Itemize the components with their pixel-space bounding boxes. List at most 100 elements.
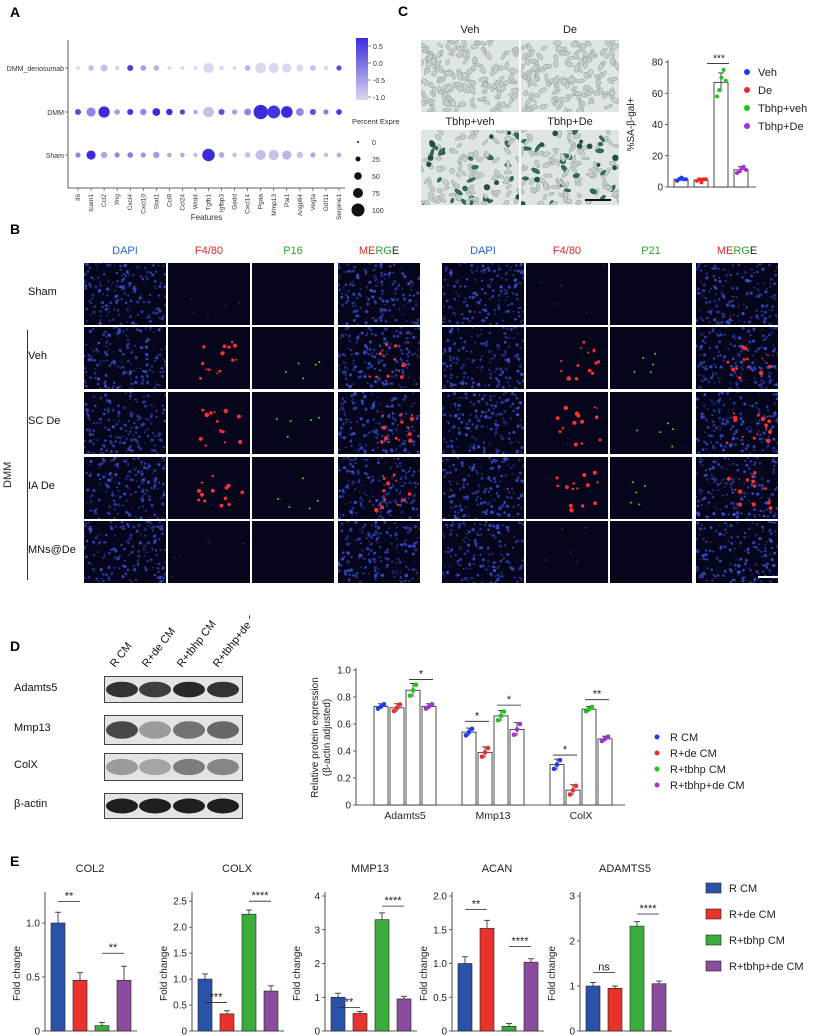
bf-image-tbhp-veh-texture	[421, 130, 519, 205]
nucleus	[357, 556, 361, 560]
nucleus	[763, 310, 767, 314]
nucleus	[129, 445, 132, 448]
nucleus	[348, 500, 352, 504]
nucleus	[408, 429, 411, 432]
nucleus	[776, 419, 778, 422]
nucleus	[367, 361, 372, 366]
nucleus	[389, 343, 392, 345]
band	[139, 798, 171, 814]
nucleus	[458, 546, 462, 550]
nucleus	[712, 550, 715, 553]
nucleus	[708, 321, 711, 324]
point	[557, 757, 563, 763]
cell	[472, 196, 480, 202]
nucleus	[134, 473, 138, 477]
nucleus	[152, 405, 155, 407]
nucleus	[739, 379, 743, 383]
nucleus	[758, 513, 761, 517]
nucleus	[117, 414, 121, 418]
nucleus	[126, 308, 130, 312]
nucleus	[340, 435, 343, 438]
nucleus	[501, 385, 505, 389]
dot-DMM-Mmp13	[267, 105, 281, 119]
nucleus	[387, 437, 391, 441]
nucleus	[365, 296, 368, 299]
cell	[442, 107, 452, 112]
nucleus	[115, 450, 118, 454]
nucleus	[158, 316, 161, 319]
nucleus	[517, 357, 521, 361]
bar-ADAMTS5-R+tbhp CM	[629, 925, 645, 1032]
nucleus	[395, 570, 398, 572]
nucleus	[143, 462, 147, 465]
nucleus	[698, 460, 702, 464]
nucleus	[377, 361, 381, 364]
nucleus	[507, 303, 510, 307]
nucleus	[111, 387, 114, 389]
nucleus	[381, 434, 384, 438]
nucleus	[412, 335, 416, 340]
nucleus	[382, 363, 387, 367]
f480-signal	[741, 435, 744, 438]
nucleus	[730, 536, 733, 539]
nucleus	[476, 383, 481, 387]
nucleus	[410, 280, 413, 283]
nucleus	[726, 467, 728, 470]
nucleus	[147, 462, 150, 465]
cell	[570, 41, 578, 48]
nucleus	[386, 557, 390, 561]
nucleus	[384, 308, 387, 312]
nucleus	[118, 567, 121, 570]
nucleus	[372, 430, 375, 433]
nucleus	[743, 495, 746, 498]
nucleus	[699, 310, 702, 312]
nucleus	[516, 380, 519, 383]
nucleus	[148, 329, 151, 332]
nucleus	[143, 404, 148, 408]
nucleus	[112, 381, 116, 385]
nucleus	[776, 545, 778, 548]
nucleus	[145, 353, 149, 357]
nucleus	[132, 287, 136, 291]
nucleus	[406, 531, 410, 534]
nucleus	[483, 523, 487, 526]
nucleus	[105, 511, 109, 514]
nucleus	[357, 469, 360, 471]
legend-label-Tbhp+De: Tbhp+De	[758, 121, 804, 133]
nucleus	[359, 580, 363, 583]
f480-signal	[603, 265, 606, 267]
nucleus	[520, 327, 523, 329]
nucleus	[470, 263, 474, 268]
f480-signal	[572, 482, 575, 485]
nucleus	[502, 460, 506, 463]
nucleus	[113, 464, 116, 467]
dot-DMM_denosumab-Cxcl4	[127, 64, 134, 72]
cell	[472, 56, 476, 64]
nucleus	[129, 411, 132, 414]
nucleus	[703, 367, 708, 371]
nucleus	[500, 553, 504, 557]
nucleus	[458, 505, 461, 508]
nucleus	[361, 499, 364, 502]
nucleus	[351, 280, 354, 283]
nucleus	[444, 374, 447, 378]
nucleus	[343, 555, 346, 558]
nucleus	[721, 421, 725, 426]
nucleus	[153, 444, 157, 447]
nucleus	[417, 276, 420, 281]
nucleus	[504, 367, 508, 371]
size-legend-dot	[353, 188, 363, 198]
nucleus	[99, 362, 102, 365]
nucleus	[410, 405, 413, 408]
nucleus	[108, 473, 112, 476]
nucleus	[734, 381, 739, 385]
nucleus	[145, 275, 148, 278]
nucleus	[150, 526, 155, 530]
nucleus	[498, 396, 502, 400]
nucleus	[339, 337, 341, 340]
nucleus	[342, 457, 346, 461]
nucleus	[135, 529, 140, 533]
micro-left-IA De-3-texture	[338, 457, 420, 519]
nucleus	[516, 512, 520, 516]
nucleus	[122, 406, 127, 410]
